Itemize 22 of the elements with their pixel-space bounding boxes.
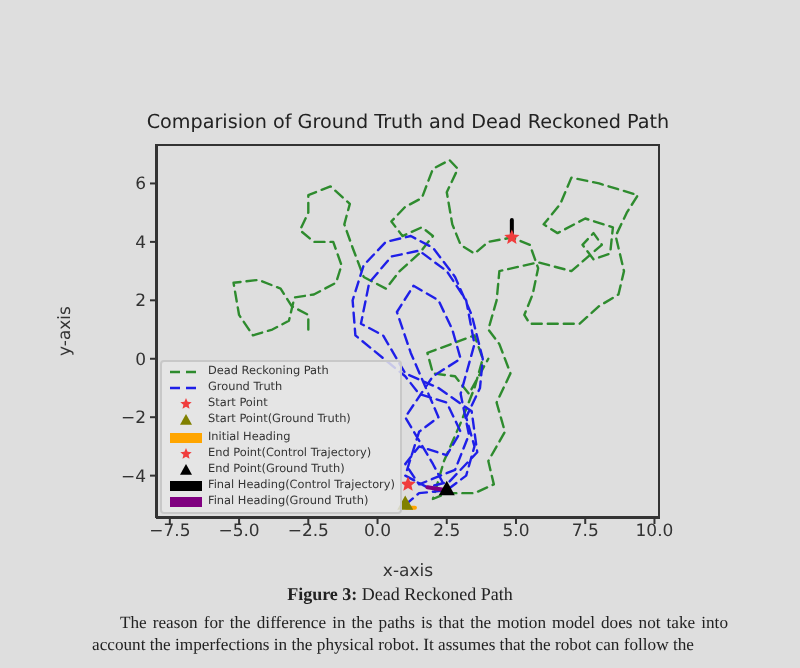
chart-title: Comparision of Ground Truth and Dead Reckoned Path bbox=[144, 112, 672, 134]
point bbox=[504, 229, 520, 244]
x-tick-label: 7.5 bbox=[571, 522, 599, 543]
caption: Figure 3: Dead Reckoned Path bbox=[285, 584, 515, 604]
x-tick-label: 2.5 bbox=[433, 522, 461, 543]
x-tick-label: 10.0 bbox=[635, 522, 674, 543]
text: The reason for the difference in the paths is that the motion model does not take into account the imperfections in the physical robot. It assumes that the robot can follow the bbox=[92, 612, 728, 656]
x-tick-label: −7.5 bbox=[149, 522, 191, 543]
y-tick-label: 6 bbox=[135, 175, 146, 196]
x-axis-title: x-axis bbox=[382, 562, 435, 582]
y-tick-label: 0 bbox=[135, 350, 146, 371]
y-tick-label: −4 bbox=[120, 467, 146, 488]
x-tick-label: 0.0 bbox=[364, 522, 392, 543]
y-tick-label: 2 bbox=[135, 292, 146, 313]
y-tick-label: 4 bbox=[135, 233, 146, 254]
point bbox=[400, 476, 416, 491]
x-tick-label: −2.5 bbox=[287, 522, 329, 543]
point bbox=[438, 480, 455, 496]
y-axis-title: y-axis bbox=[56, 304, 77, 356]
y-tick-label: −2 bbox=[120, 409, 146, 430]
x-tick-label: 5.0 bbox=[502, 522, 530, 543]
x-tick-label: −5.0 bbox=[218, 522, 260, 543]
